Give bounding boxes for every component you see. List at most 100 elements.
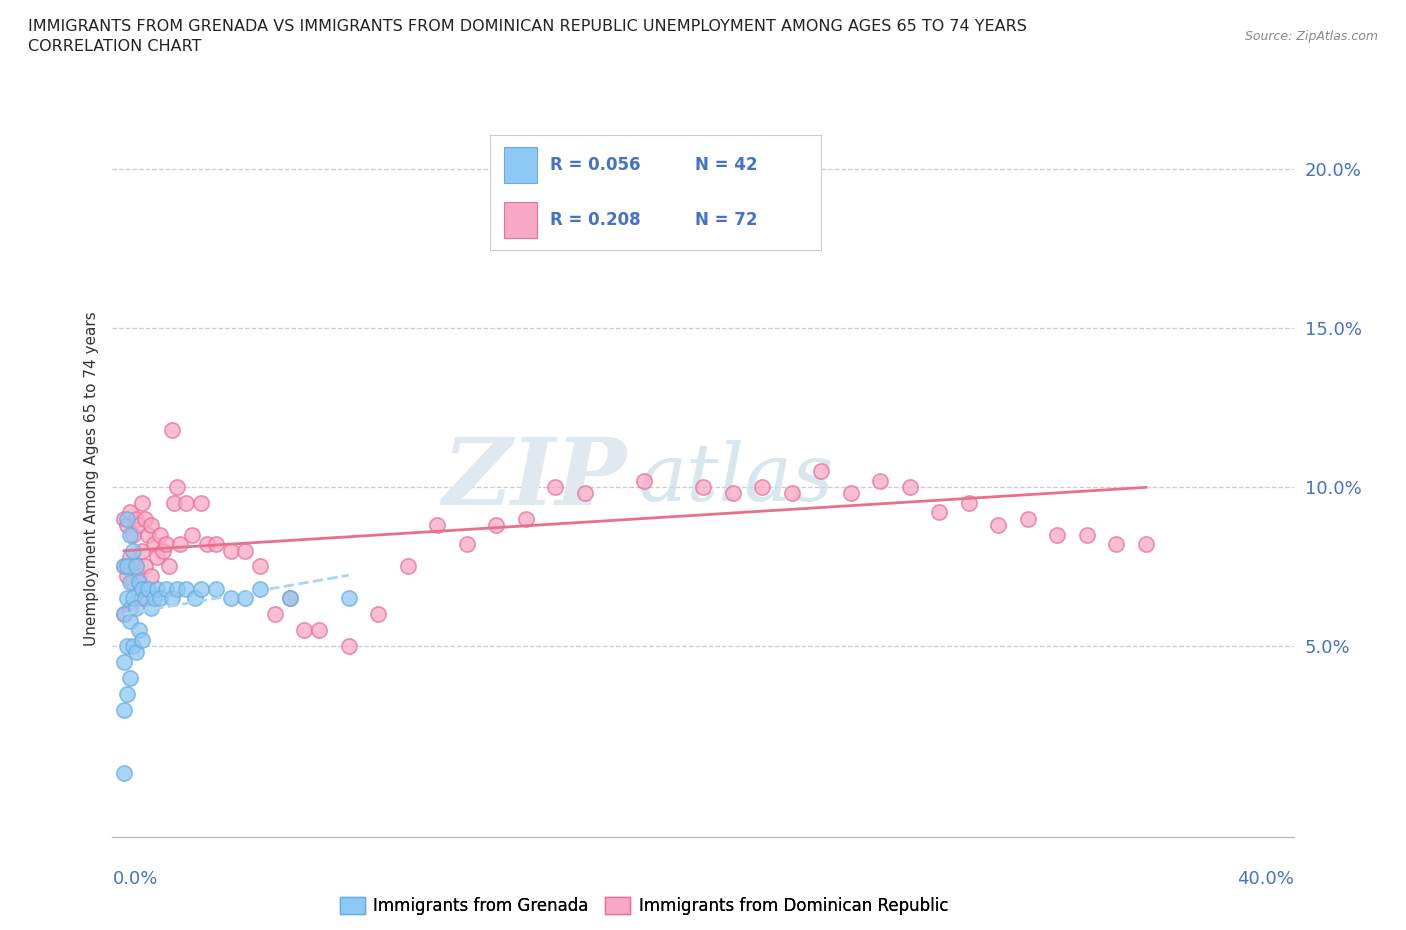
Point <box>1105 537 1128 551</box>
Point <box>128 568 150 583</box>
Point <box>125 559 148 574</box>
Point <box>184 591 207 605</box>
Point <box>146 550 169 565</box>
Point <box>662 177 685 192</box>
Point <box>190 581 212 596</box>
Point <box>219 543 242 558</box>
Point <box>169 537 191 551</box>
Point <box>149 527 172 542</box>
Point <box>117 518 138 533</box>
Text: CORRELATION CHART: CORRELATION CHART <box>28 39 201 54</box>
Point <box>120 550 142 565</box>
Point <box>515 512 537 526</box>
Point <box>898 480 921 495</box>
Point <box>195 537 218 551</box>
Point <box>780 485 803 500</box>
Point <box>957 496 980 511</box>
Point <box>810 463 832 478</box>
Point <box>117 568 138 583</box>
Point <box>205 537 228 551</box>
Point <box>308 623 330 638</box>
Point <box>112 606 135 621</box>
Point <box>112 655 135 670</box>
Legend: Immigrants from Grenada, Immigrants from Dominican Republic: Immigrants from Grenada, Immigrants from… <box>333 890 955 922</box>
Text: Source: ZipAtlas.com: Source: ZipAtlas.com <box>1244 30 1378 43</box>
Point <box>131 581 153 596</box>
Point <box>117 559 138 574</box>
Point <box>249 581 271 596</box>
Point <box>219 591 242 605</box>
Point <box>139 568 162 583</box>
Point <box>278 591 301 605</box>
Point <box>160 591 183 605</box>
Point <box>117 639 138 654</box>
Point <box>112 702 135 717</box>
Point <box>337 591 360 605</box>
Point <box>149 591 172 605</box>
Point <box>139 601 162 616</box>
Text: atlas: atlas <box>638 440 834 518</box>
Point <box>574 485 596 500</box>
Point <box>166 581 188 596</box>
Point <box>987 518 1010 533</box>
Point <box>134 512 156 526</box>
Point <box>139 518 162 533</box>
Point <box>125 645 148 660</box>
Point <box>136 581 159 596</box>
Point <box>112 606 135 621</box>
Point <box>120 601 142 616</box>
Point <box>928 505 950 520</box>
Point <box>839 485 862 500</box>
Point <box>174 496 197 511</box>
Point <box>128 518 150 533</box>
Point <box>190 496 212 511</box>
Point <box>233 543 256 558</box>
Point <box>131 591 153 605</box>
Point <box>278 591 301 605</box>
Point <box>131 543 153 558</box>
Point <box>205 581 228 596</box>
Point <box>249 559 271 574</box>
Point <box>134 559 156 574</box>
Point <box>155 537 177 551</box>
Point <box>122 575 145 590</box>
Text: ZIP: ZIP <box>441 434 626 524</box>
Point <box>1076 527 1098 542</box>
Point <box>122 639 145 654</box>
Point <box>633 473 655 488</box>
Point <box>1046 527 1069 542</box>
Point <box>117 686 138 701</box>
Point <box>544 480 567 495</box>
Point <box>125 601 148 616</box>
Point <box>136 581 159 596</box>
Point <box>155 581 177 596</box>
Point <box>264 606 287 621</box>
Point <box>146 581 169 596</box>
Point <box>112 512 135 526</box>
Point <box>131 632 153 647</box>
Point <box>152 543 174 558</box>
Point <box>122 591 145 605</box>
Point <box>112 559 135 574</box>
Y-axis label: Unemployment Among Ages 65 to 74 years: Unemployment Among Ages 65 to 74 years <box>83 312 98 646</box>
Point <box>120 505 142 520</box>
Point <box>120 671 142 685</box>
Point <box>396 559 419 574</box>
Point <box>117 591 138 605</box>
Point <box>160 422 183 437</box>
Point <box>367 606 389 621</box>
Point <box>131 496 153 511</box>
Point <box>128 575 150 590</box>
Point <box>134 591 156 605</box>
Point <box>112 559 135 574</box>
Point <box>128 623 150 638</box>
Point <box>122 527 145 542</box>
Point <box>751 480 773 495</box>
Point <box>122 543 145 558</box>
Point <box>112 766 135 781</box>
Point <box>337 639 360 654</box>
Point <box>869 473 891 488</box>
Point <box>174 581 197 596</box>
Point <box>120 613 142 628</box>
Point <box>120 527 142 542</box>
